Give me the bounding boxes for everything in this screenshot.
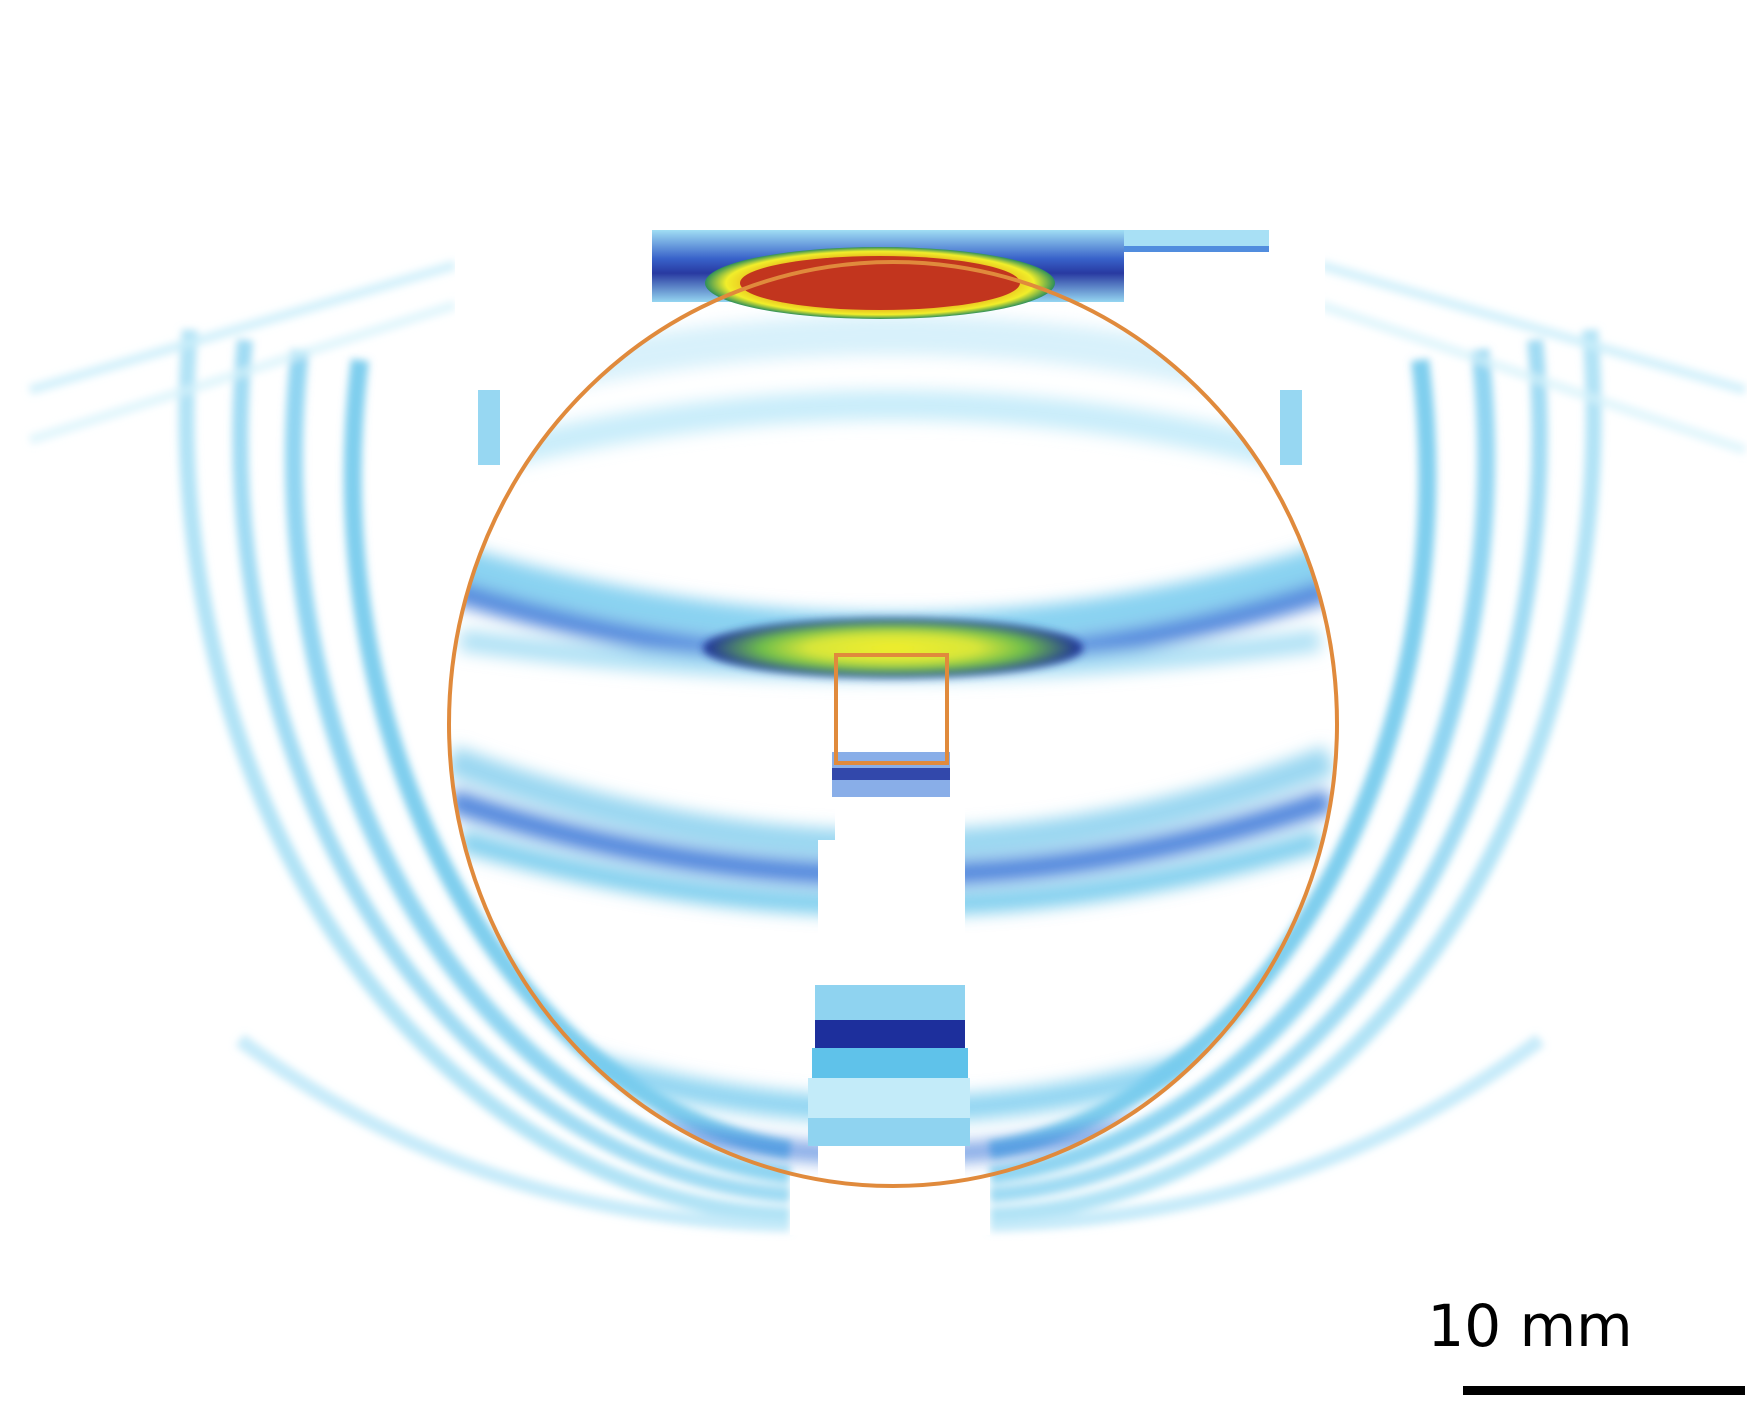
sphere-outline (447, 260, 1339, 1188)
side-fragments (478, 390, 1302, 465)
scale-bar-label: 10 mm (1427, 1292, 1633, 1360)
central-column (808, 752, 970, 1200)
orange-outlines (447, 260, 1339, 1188)
upper-focal-region (652, 230, 1269, 319)
outer-wave-arcs (28, 260, 1747, 1232)
target-square-outline (834, 653, 949, 765)
mid-focal-spot (703, 618, 1083, 678)
scale-bar (1463, 1386, 1745, 1395)
